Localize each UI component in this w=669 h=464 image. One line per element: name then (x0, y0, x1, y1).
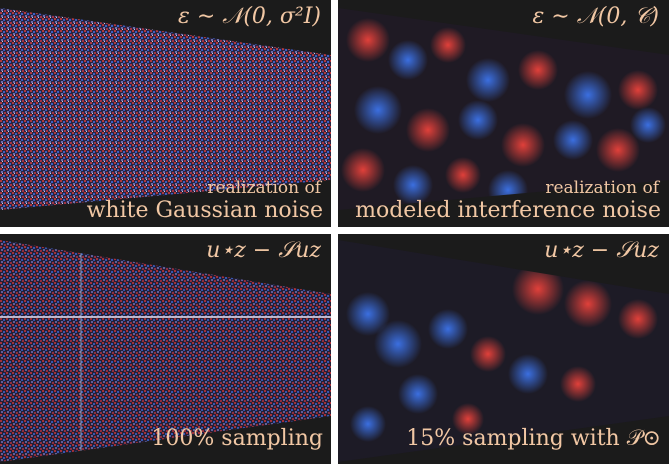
residual-field-partial (338, 240, 669, 462)
caption-line2: 15% sampling with 𝒫⊙ (406, 426, 661, 451)
caption-line2: modeled interference noise (355, 198, 661, 223)
caption-line2: white Gaussian noise (86, 198, 323, 223)
noise-field-interference (338, 8, 669, 210)
formula-label: ε ∼ 𝒩(0, σ²I) (178, 4, 321, 29)
caption-line1: realization of (207, 178, 321, 198)
caption-line1: realization of (545, 178, 659, 198)
caption-line2: 100% sampling (151, 426, 323, 451)
panel-white-noise: ε ∼ 𝒩(0, σ²I) realization of white Gauss… (0, 0, 331, 227)
formula-label: u⋆z − 𝒮uz (206, 238, 321, 263)
formula-label: u⋆z − 𝒮uz (544, 238, 659, 263)
panel-full-sampling: u⋆z − 𝒮uz 100% sampling (0, 234, 331, 464)
noise-field-white (0, 8, 331, 210)
formula-label: ε ∼ 𝒩(0, 𝒞) (532, 4, 660, 29)
residual-field-full (0, 240, 331, 462)
panel-interference-noise: ε ∼ 𝒩(0, 𝒞) realization of modeled inter… (338, 0, 669, 227)
panel-partial-sampling: u⋆z − 𝒮uz 15% sampling with 𝒫⊙ (338, 234, 669, 464)
